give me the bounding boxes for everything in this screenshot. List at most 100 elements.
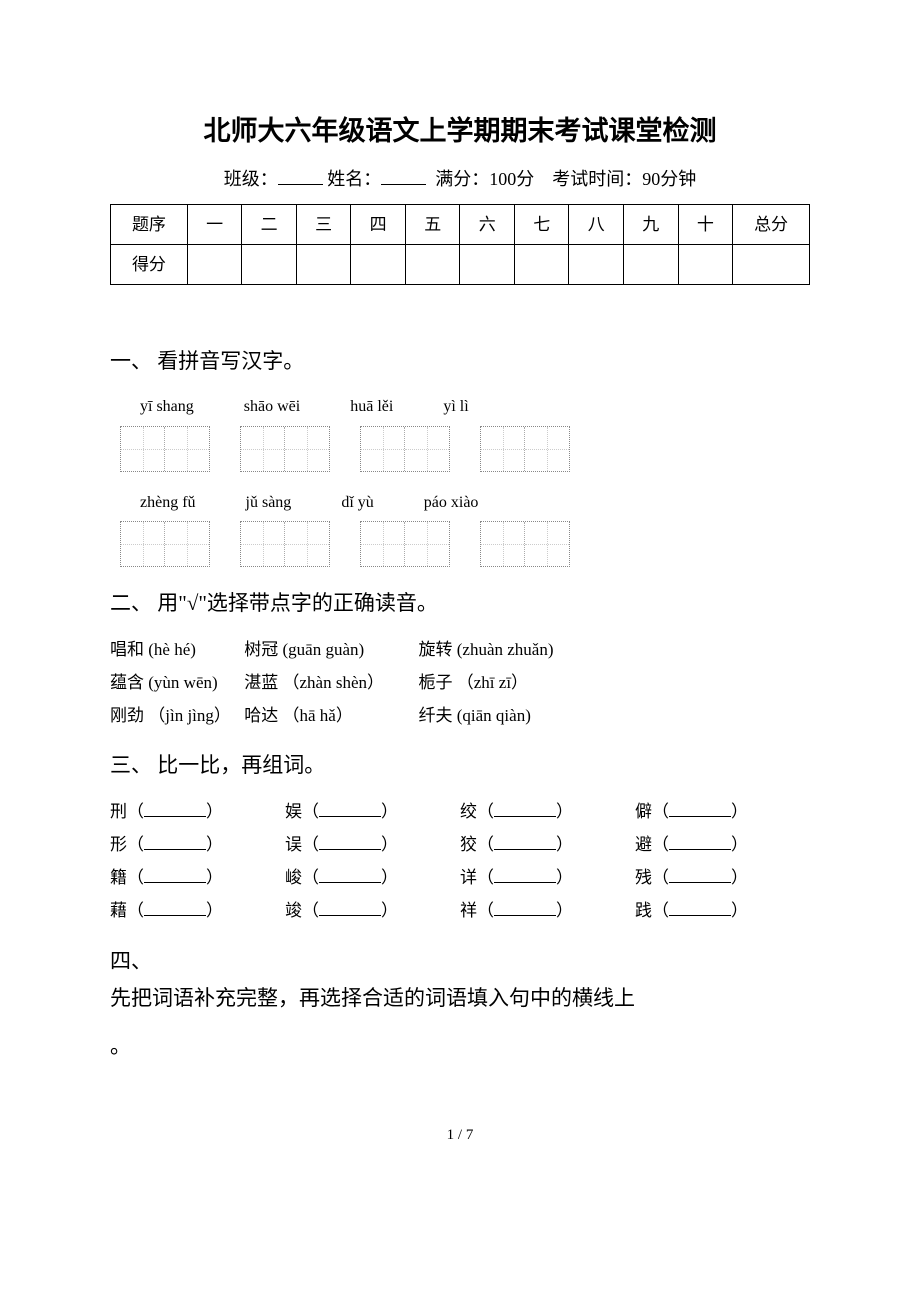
- char-box[interactable]: [480, 426, 570, 472]
- class-blank[interactable]: [278, 184, 323, 185]
- char-box[interactable]: [360, 521, 450, 567]
- q2-line: 刚劲 （jìn jìng） 哈达 （hā hǎ） 纤夫 (qiān qiàn): [110, 702, 810, 729]
- fill-blank[interactable]: [319, 915, 381, 916]
- name-blank[interactable]: [381, 184, 426, 185]
- q3-item: 避（）: [635, 831, 810, 858]
- table-row: 题序 一 二 三 四 五 六 七 八 九 十 总分: [111, 204, 810, 244]
- name-label: 姓名：: [327, 169, 381, 189]
- fill-blank[interactable]: [144, 915, 206, 916]
- char-box[interactable]: [240, 426, 330, 472]
- section-3-body: 刑（）娱（）绞（）僻（）形（）误（）狡（）避（）籍（）峻（）详（）残（）藉（）竣…: [110, 798, 810, 925]
- char-box[interactable]: [120, 521, 210, 567]
- pinyin-label: dǐ yù: [341, 490, 373, 516]
- fill-blank[interactable]: [669, 915, 731, 916]
- q2-line: 唱和 (hè hé) 树冠 (guān guàn) 旋转 (zhuàn zhuǎ…: [110, 636, 810, 663]
- pinyin-label: yī shang: [140, 394, 194, 420]
- section-4-heading: 四、: [110, 945, 810, 979]
- full-score: 满分：100分: [435, 169, 534, 189]
- q3-item: 僻（）: [635, 798, 810, 825]
- section-4-sub: 先把词语补充完整，再选择合适的词语填入句中的横线上: [110, 982, 810, 1016]
- pinyin-label: yì lì: [443, 394, 468, 420]
- q2-group: 湛蓝 （zhàn shèn）: [244, 669, 414, 696]
- char-boxes-row: [120, 426, 810, 472]
- score-cell[interactable]: [624, 245, 679, 285]
- score-table: 题序 一 二 三 四 五 六 七 八 九 十 总分 得分: [110, 204, 810, 285]
- header-cell: 题序: [111, 204, 188, 244]
- char-boxes-row: [120, 521, 810, 567]
- section-1-heading: 一、 看拼音写汉字。: [110, 345, 810, 379]
- fill-blank[interactable]: [319, 849, 381, 850]
- header-cell: 二: [242, 204, 297, 244]
- section-2-heading: 二、 用"√"选择带点字的正确读音。: [110, 587, 810, 621]
- page-title: 北师大六年级语文上学期期末考试课堂检测: [110, 110, 810, 153]
- char-box[interactable]: [480, 521, 570, 567]
- q3-item: 藉（）: [110, 897, 285, 924]
- pinyin-label: huā lěi: [350, 394, 393, 420]
- fill-blank[interactable]: [144, 882, 206, 883]
- q3-item: 狡（）: [460, 831, 635, 858]
- fill-blank[interactable]: [669, 816, 731, 817]
- score-cell[interactable]: [514, 245, 569, 285]
- header-cell: 一: [187, 204, 242, 244]
- char-box[interactable]: [360, 426, 450, 472]
- score-cell[interactable]: [296, 245, 351, 285]
- q3-item: 详（）: [460, 864, 635, 891]
- q2-group: 栀子 （zhī zī）: [419, 669, 589, 696]
- header-cell: 总分: [733, 204, 810, 244]
- score-cell[interactable]: [405, 245, 460, 285]
- char-box[interactable]: [120, 426, 210, 472]
- fill-blank[interactable]: [319, 816, 381, 817]
- q3-item: 践（）: [635, 897, 810, 924]
- class-label: 班级：: [224, 169, 278, 189]
- section-2-body: 唱和 (hè hé) 树冠 (guān guàn) 旋转 (zhuàn zhuǎ…: [110, 636, 810, 730]
- pinyin-row: zhèng fǔ jǔ sàng dǐ yù páo xiào: [140, 490, 810, 516]
- score-cell[interactable]: [351, 245, 406, 285]
- fill-blank[interactable]: [494, 816, 556, 817]
- q3-item: 残（）: [635, 864, 810, 891]
- q2-group: 树冠 (guān guàn): [244, 636, 414, 663]
- fill-blank[interactable]: [494, 915, 556, 916]
- q3-item: 绞（）: [460, 798, 635, 825]
- score-cell[interactable]: [187, 245, 242, 285]
- q3-item: 峻（）: [285, 864, 460, 891]
- table-row: 得分: [111, 245, 810, 285]
- pinyin-label: shāo wēi: [244, 394, 300, 420]
- score-cell[interactable]: [242, 245, 297, 285]
- exam-meta: 班级： 姓名： 满分：100分 考试时间：90分钟: [110, 165, 810, 194]
- score-cell[interactable]: [733, 245, 810, 285]
- q2-group: 蕴含 (yùn wēn): [110, 669, 240, 696]
- fill-blank[interactable]: [669, 882, 731, 883]
- q2-group: 刚劲 （jìn jìng）: [110, 702, 240, 729]
- q2-group: 纤夫 (qiān qiàn): [419, 702, 589, 729]
- score-cell[interactable]: [460, 245, 515, 285]
- header-cell: 十: [678, 204, 733, 244]
- pinyin-row: yī shang shāo wēi huā lěi yì lì: [140, 394, 810, 420]
- q3-row: 形（）误（）狡（）避（）: [110, 831, 810, 858]
- header-cell: 七: [514, 204, 569, 244]
- section-3-heading: 三、 比一比，再组词。: [110, 749, 810, 783]
- char-box[interactable]: [240, 521, 330, 567]
- section-4-sub2: 。: [110, 1030, 810, 1064]
- q2-group: 哈达 （hā hǎ）: [244, 702, 414, 729]
- header-cell: 五: [405, 204, 460, 244]
- fill-blank[interactable]: [319, 882, 381, 883]
- fill-blank[interactable]: [144, 816, 206, 817]
- fill-blank[interactable]: [144, 849, 206, 850]
- score-cell[interactable]: [569, 245, 624, 285]
- fill-blank[interactable]: [494, 882, 556, 883]
- fill-blank[interactable]: [494, 849, 556, 850]
- q3-item: 形（）: [110, 831, 285, 858]
- header-cell: 四: [351, 204, 406, 244]
- pinyin-label: jǔ sàng: [246, 490, 292, 516]
- q2-group: 旋转 (zhuàn zhuǎn): [419, 636, 589, 663]
- page-number: 1 / 7: [110, 1123, 810, 1147]
- header-cell: 八: [569, 204, 624, 244]
- score-cell[interactable]: [678, 245, 733, 285]
- pinyin-label: páo xiào: [424, 490, 479, 516]
- fill-blank[interactable]: [669, 849, 731, 850]
- duration: 考试时间：90分钟: [552, 169, 696, 189]
- score-label-cell: 得分: [111, 245, 188, 285]
- q2-line: 蕴含 (yùn wēn) 湛蓝 （zhàn shèn） 栀子 （zhī zī）: [110, 669, 810, 696]
- q3-item: 刑（）: [110, 798, 285, 825]
- header-cell: 九: [624, 204, 679, 244]
